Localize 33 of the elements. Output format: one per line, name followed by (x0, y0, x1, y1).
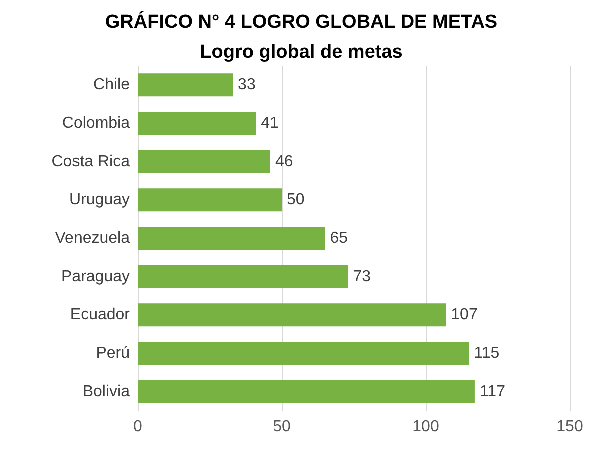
y-tick-label: Venezuela (55, 230, 130, 247)
data-label: 107 (451, 306, 478, 324)
chart-title: GRÁFICO N° 4 LOGRO GLOBAL DE METAS (105, 11, 498, 33)
x-tick-label: 0 (134, 418, 143, 436)
bar (138, 150, 270, 174)
data-label: 46 (275, 153, 294, 170)
y-tick-label: Ecuador (70, 306, 131, 324)
x-tick-label: 50 (273, 418, 291, 436)
x-tick-label: 100 (412, 418, 440, 436)
bar (138, 380, 475, 404)
data-label: 41 (261, 115, 279, 132)
bar (138, 265, 348, 288)
bar (138, 188, 282, 212)
y-tick-label: Paraguay (62, 268, 130, 286)
bar (138, 342, 470, 365)
data-label: 73 (353, 268, 372, 286)
bar (138, 74, 234, 97)
y-tick-label: Costa Rica (52, 153, 130, 170)
data-label: 65 (330, 230, 348, 247)
x-tick-label: 150 (556, 418, 584, 436)
y-tick-label: Perú (96, 345, 130, 362)
bar (138, 227, 326, 250)
y-tick-label: Uruguay (70, 192, 130, 209)
data-label: 50 (287, 192, 305, 209)
data-label: 115 (474, 345, 500, 362)
y-tick-label: Chile (94, 76, 130, 94)
y-tick-label: Colombia (62, 115, 130, 132)
data-label: 117 (480, 383, 506, 400)
bar (138, 304, 446, 327)
chart-subtitle: Logro global de metas (200, 42, 403, 63)
bar (138, 112, 256, 135)
data-label: 33 (238, 76, 256, 94)
y-tick-label: Bolivia (82, 383, 130, 400)
